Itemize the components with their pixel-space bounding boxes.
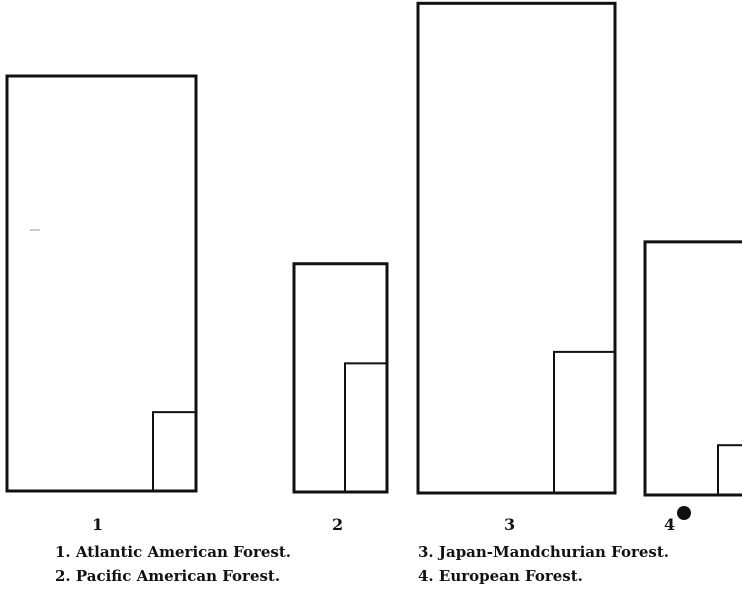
panel-number-2: 2 xyxy=(332,515,344,534)
panel-2-outer-rect xyxy=(292,262,389,494)
panel-2-inner-rect xyxy=(344,362,388,493)
panel-3-outer-rect xyxy=(416,1,617,495)
legend-item-4: 4. European Forest. xyxy=(418,567,583,585)
panel-4-inner-rect xyxy=(717,444,742,497)
legend-item-2: 2. Pacific American Forest. xyxy=(55,567,281,585)
legend-item-3: 3. Japan-Mandchurian Forest. xyxy=(418,543,670,561)
panel-number-1: 1 xyxy=(92,515,104,534)
panel-1-inner-rect xyxy=(152,411,197,492)
panel-3-inner-rect xyxy=(553,350,616,494)
panel-4-outer-rect xyxy=(643,240,742,497)
panel-1-outer-rect xyxy=(5,74,198,493)
ink-dot xyxy=(677,506,691,520)
panel-number-3: 3 xyxy=(504,515,516,534)
legend-item-1: 1. Atlantic American Forest. xyxy=(55,543,292,561)
panel-number-4: 4 xyxy=(664,515,676,534)
